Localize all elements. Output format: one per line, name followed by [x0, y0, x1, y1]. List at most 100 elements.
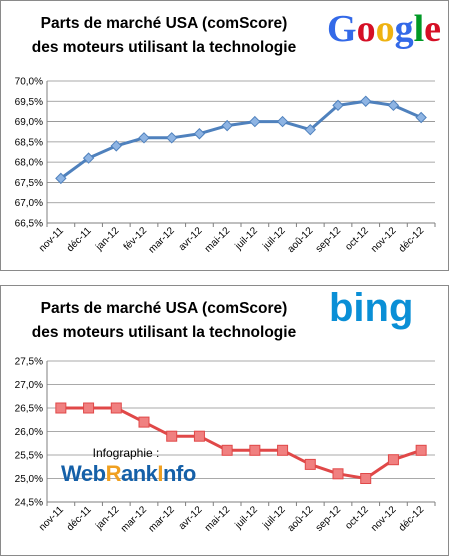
google-y-tick-label: 68,0%: [15, 158, 43, 169]
google-data-point: [387, 99, 400, 112]
google-x-tick-label: déc-12: [397, 225, 427, 255]
bing-data-point: [55, 402, 67, 414]
bing-x-tick-label: mai-12: [203, 504, 233, 534]
bing-y-tick-label: 27,0%: [15, 380, 43, 391]
google-line-chart: 66,5% 67,0% 67,5% 68,0% 68,5% 69,0% 69,5% 70,0%…: [15, 77, 436, 256]
google-data-point: [360, 95, 372, 107]
google-series-line: [59, 99, 422, 180]
bing-chart-title: Parts de marché USA (comScore) des moteu…: [9, 297, 319, 345]
google-chart-panel: Parts de marché USA (comScore) des moteu…: [0, 0, 449, 271]
google-data-point: [276, 115, 289, 128]
bing-data-point: [166, 430, 178, 442]
bing-title-line-2: des moteurs utilisant la technologie: [31, 324, 297, 341]
bing-x-tick-label: juil-12: [233, 504, 261, 532]
bing-x-tick-label: déc-12: [397, 504, 427, 534]
google-x-tick-label: sep-12: [314, 225, 344, 255]
google-x-tick-label: jan-12: [93, 225, 121, 253]
bing-x-tick-label: aoû-12: [286, 504, 316, 534]
bing-data-point: [304, 458, 316, 470]
google-logo-letter: o: [356, 8, 376, 50]
bing-title-line-1: Parts de marché USA (comScore): [40, 300, 288, 317]
webrankinfo-logo-letter: R: [105, 461, 122, 486]
webrankinfo-logo-letter: I: [157, 461, 164, 486]
bing-x-tick-label: sep-12: [314, 504, 344, 534]
bing-x-tick-label: déc-11: [65, 504, 94, 533]
google-x-tick-label: juil-12: [233, 225, 261, 253]
bing-data-point: [193, 430, 205, 442]
bing-y-tick-label: 24,5%: [15, 498, 43, 509]
google-x-tick-label: fév-12: [122, 225, 150, 253]
google-logo-letter: o: [375, 8, 395, 50]
bing-data-point: [221, 444, 233, 456]
webrankinfo-logo-letter: W: [61, 461, 81, 486]
bing-chart-panel: Parts de marché USA (comScore) des moteu…: [0, 285, 449, 556]
google-title-line-1: Parts de marché USA (comScore): [40, 15, 288, 32]
webrankinfo-logo-letter: e: [80, 461, 93, 486]
bing-x-tick-label: oct-12: [343, 504, 371, 532]
webrankinfo-logo-letter: f: [176, 461, 183, 486]
google-data-point: [221, 119, 233, 132]
bing-y-tick-label: 26,0%: [15, 427, 43, 438]
google-data-point: [332, 99, 344, 112]
google-logo-letter: g: [394, 8, 414, 50]
bing-x-tick-label: jan-12: [93, 504, 121, 532]
google-logo-letter: e: [424, 8, 441, 50]
google-data-point: [55, 172, 67, 185]
google-y-tick-label: 68,5%: [15, 137, 43, 148]
bing-data-point: [387, 454, 399, 466]
google-x-tick-label: déc-11: [65, 225, 94, 254]
bing-y-tick-label: 27,5%: [15, 357, 43, 368]
webrankinfo-logo-letter: n: [132, 461, 146, 486]
google-x-tick-label: nov-12: [369, 225, 399, 255]
google-data-point: [193, 128, 206, 140]
google-logo: Google: [327, 7, 441, 51]
google-y-tick-label: 67,0%: [15, 198, 43, 209]
webrankinfo-logo-letter: a: [120, 461, 133, 486]
google-x-tick-label: aoû-12: [286, 225, 316, 255]
infographie-caption: Infographie :: [92, 446, 160, 460]
bing-x-tick-label: mar-12: [147, 504, 177, 534]
google-data-point: [166, 132, 178, 144]
google-chart-title: Parts de marché USA (comScore) des moteu…: [9, 12, 319, 60]
bing-x-tick-label: juil-12: [260, 504, 288, 532]
google-y-tick-label: 67,5%: [15, 178, 43, 189]
bing-logo: bing: [329, 286, 414, 330]
google-logo-letter: l: [413, 8, 425, 50]
webrankinfo-logo-letter: o: [182, 461, 196, 486]
google-x-tick-label: oct-12: [343, 225, 371, 253]
google-y-tick-label: 69,0%: [15, 117, 43, 128]
webrankinfo-annotation: Infographie : WebRankInfo: [61, 446, 196, 486]
webrankinfo-logo: WebRankInfo: [61, 461, 196, 486]
google-logo-letter: G: [327, 8, 357, 50]
bing-data-point: [249, 444, 261, 456]
bing-data-point: [360, 473, 372, 484]
bing-data-point: [415, 444, 427, 456]
bing-data-point: [83, 402, 95, 414]
google-data-point: [415, 111, 427, 124]
google-data-point: [110, 140, 122, 152]
bing-x-tick-label: nov-12: [369, 504, 399, 534]
google-data-point: [249, 115, 261, 128]
webrankinfo-logo-letter: b: [92, 461, 106, 486]
google-x-tick-label: juil-12: [260, 225, 288, 253]
google-data-point: [138, 132, 150, 144]
google-x-tick-label: mar-12: [147, 225, 177, 255]
google-x-tick-label: mai-12: [203, 225, 233, 255]
google-data-point: [82, 152, 95, 164]
google-x-tick-label: avr-12: [177, 225, 205, 253]
bing-line-chart: 24,5% 25,0% 25,5% 26,0% 26,5% 27,0% 27,5% nov-1…: [15, 357, 436, 535]
bing-y-tick-label: 25,5%: [15, 451, 43, 462]
google-data-point: [304, 123, 316, 136]
bing-data-point: [332, 468, 344, 480]
google-y-tick-label: 70,0%: [15, 77, 43, 88]
google-y-tick-label: 66,5%: [15, 219, 43, 230]
bing-data-point: [110, 402, 122, 414]
google-title-line-2: des moteurs utilisant la technologie: [31, 39, 297, 56]
bing-y-tick-label: 26,5%: [15, 404, 43, 415]
bing-data-point: [138, 416, 150, 428]
google-y-tick-label: 69,5%: [15, 97, 43, 108]
bing-x-tick-label: mar-12: [119, 504, 149, 534]
bing-x-tick-label: avr-12: [177, 504, 205, 532]
webrankinfo-logo-letter: k: [145, 461, 158, 486]
bing-y-tick-label: 25,0%: [15, 474, 43, 485]
